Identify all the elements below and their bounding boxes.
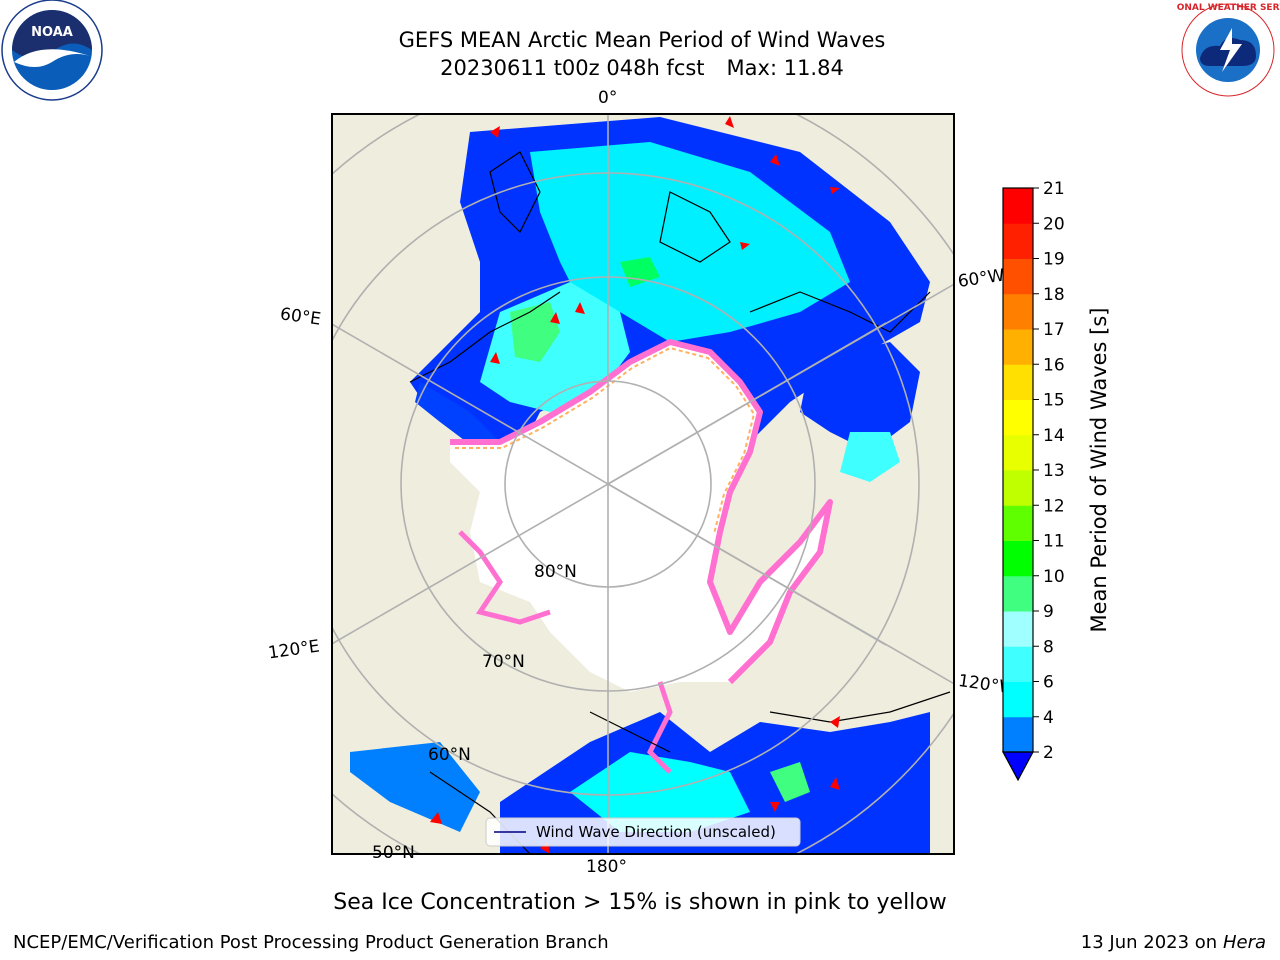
colorbar-segment [1003, 293, 1033, 330]
chart-title: GEFS MEAN Arctic Mean Period of Wind Wav… [398, 28, 886, 52]
colorbar-segment [1003, 505, 1033, 541]
colorbar-segment [1003, 329, 1033, 365]
colorbar-segment [1003, 188, 1033, 224]
colorbar-segment [1003, 364, 1033, 400]
colorbar-tick-label: 16 [1043, 355, 1065, 375]
nws-logo: NATIONAL WEATHER SERVICE [1176, 3, 1280, 97]
footer-date-text: 13 Jun 2023 on [1080, 932, 1218, 953]
colorbar-segment [1003, 681, 1033, 718]
wave-field-baffin [800, 342, 920, 452]
map-svg: Wind Wave Direction (unscaled) [331, 113, 955, 855]
colorbar-tick-label: 15 [1043, 391, 1065, 411]
sea-ice-edge-yellow [455, 346, 756, 535]
colorbar-tick-label: 2 [1043, 743, 1054, 763]
noaa-logo-text: NOAA [31, 25, 73, 40]
colorbar-tick-label: 19 [1043, 250, 1065, 270]
colorbar-segment [1003, 575, 1033, 612]
colorbar-ticks: 2 4 6 8 9 10 11 12 13 14 15 16 17 18 19 20 21 [1033, 180, 1065, 763]
noaa-logo: NOAA [1, 0, 103, 101]
colorbar-tick-label: 4 [1043, 708, 1054, 728]
nws-logo-text: NATIONAL WEATHER SERVICE [1176, 3, 1280, 13]
footer-date: 13 Jun 2023 on Hera [1081, 932, 1266, 953]
colorbar-tick-label: 6 [1043, 673, 1054, 693]
colorbar-tick-label: 14 [1043, 426, 1065, 446]
wave-field-barents [415, 382, 500, 452]
sea-ice-note: Sea Ice Concentration > 15% is shown in … [333, 890, 947, 915]
footer-credit: NCEP/EMC/Verification Post Processing Pr… [13, 932, 609, 953]
sea-ice-edge-bering [646, 681, 673, 774]
wave-field-green [510, 302, 560, 362]
colorbar-segment [1003, 716, 1033, 753]
colorbar-tick-label: 13 [1043, 461, 1065, 481]
chart-subtitle-run: 20230611 t00z 048h fcst Max: 11.84 [342, 55, 942, 81]
colorbar-segments [1003, 188, 1033, 753]
wave-field-okhotsk [350, 742, 480, 832]
lat-label-70n: 70°N [482, 652, 525, 672]
colorbar-tick-label: 20 [1043, 214, 1065, 234]
colorbar-tick-label: 8 [1043, 637, 1054, 657]
wave-field-hudson [840, 432, 900, 482]
colorbar-segment [1003, 223, 1033, 259]
colorbar-tick-label: 21 [1043, 180, 1065, 199]
colorbar-segment [1003, 258, 1033, 295]
colorbar-segment [1003, 399, 1033, 436]
max-value: Max: 11.84 [726, 56, 844, 80]
wave-field-pacific-cyan [570, 752, 750, 832]
colorbar-tick-label: 18 [1043, 285, 1065, 305]
colorbar-segment [1003, 540, 1033, 577]
colorbar-tick-label: 17 [1043, 320, 1065, 340]
wave-field-pacific-green [770, 762, 810, 802]
colorbar-label: Mean Period of Wind Waves [s] [1087, 308, 1111, 633]
colorbar-segment [1003, 434, 1033, 471]
lat-label-60n: 60°N [428, 745, 471, 765]
wave-field-green2 [620, 257, 660, 287]
colorbar-segment [1003, 611, 1033, 647]
sea-ice-edge [450, 339, 833, 685]
wind-arrows [430, 116, 840, 854]
lon-label-180: 180° [586, 857, 627, 877]
colorbar-tick-label: 12 [1043, 496, 1065, 516]
lon-label-60w: 60°W [956, 265, 1006, 292]
polar-map: Wind Wave Direction (unscaled) 0° 60°E 1… [267, 88, 1017, 877]
colorbar-min-extension [1001, 751, 1035, 782]
colorbar-segment [1003, 470, 1033, 506]
arctic-ice-region [450, 342, 830, 692]
colorbar-tick-label: 11 [1043, 532, 1065, 552]
colorbar-tick-label: 10 [1043, 567, 1065, 587]
lat-label-50n: 50°N [372, 843, 415, 863]
sea-ice-edge-east [458, 530, 551, 625]
map-frame [331, 113, 955, 855]
footer-host: Hera [1222, 932, 1266, 953]
map-legend: Wind Wave Direction (unscaled) [485, 817, 801, 847]
legend-label: Wind Wave Direction (unscaled) [536, 823, 776, 841]
colorbar-segment [1003, 646, 1033, 682]
wave-field-atlantic-cyan [530, 142, 850, 342]
lat-label-80n: 80°N [534, 562, 577, 582]
run-time: 20230611 t00z 048h fcst [440, 56, 705, 80]
lon-label-60e: 60°E [278, 304, 323, 330]
lon-label-120e: 120°E [266, 636, 321, 664]
graticule [332, 114, 954, 854]
lon-label-0: 0° [598, 88, 618, 108]
colorbar-tick-label: 9 [1043, 602, 1054, 622]
colorbar: 2 4 6 8 9 10 11 12 13 14 15 16 17 18 19 20 21 Mean Perio… [1001, 180, 1111, 782]
